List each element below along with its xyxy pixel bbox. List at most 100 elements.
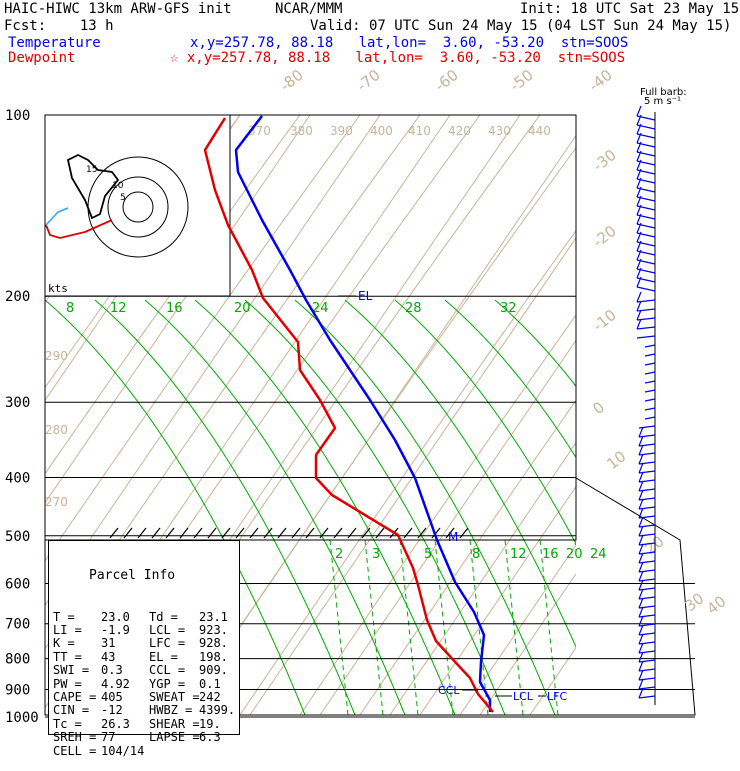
parcel-param-name: TT = xyxy=(53,649,82,664)
freezing-hatch xyxy=(193,527,203,539)
barb-flag xyxy=(636,318,642,330)
m-annotation: M xyxy=(448,530,458,544)
freezing-hatch xyxy=(109,527,119,539)
barb-flag xyxy=(638,606,644,618)
barb-flag xyxy=(638,543,644,555)
parcel-param-value: 198. xyxy=(199,649,228,664)
wind-barb xyxy=(638,651,656,663)
parcel-info-rows: T = 23.0 Td = 23.1 LI = -1.9 LCL = 923. K = 31 LFC… xyxy=(49,609,239,758)
wind-barb xyxy=(638,426,656,438)
freezing-hatch xyxy=(277,527,287,539)
mixing-ratio-label: 24 xyxy=(590,547,607,562)
moist-adiabat xyxy=(494,299,576,388)
wind-barb xyxy=(636,276,656,292)
hodograph-ring-label: 5 xyxy=(120,193,126,203)
barb-staff xyxy=(638,461,656,465)
barb-staff xyxy=(636,308,656,312)
wind-barb xyxy=(636,309,656,321)
pressure-tick-label: 1000 xyxy=(5,710,39,726)
wind-barb xyxy=(638,552,656,564)
barb-staff xyxy=(638,479,656,483)
mixing-ratio-label: 5 xyxy=(424,547,432,562)
organization-label: NCAR/MMM xyxy=(275,1,343,17)
mixing-ratio-line xyxy=(399,539,419,715)
barb-staff xyxy=(644,362,656,366)
isotherm-line xyxy=(319,339,576,715)
moist-adiabat xyxy=(94,299,356,715)
moist-adiabat xyxy=(444,299,576,459)
hodograph-unit-label: kts xyxy=(48,282,68,295)
barb-flag xyxy=(638,579,644,591)
mixing-ratio-line xyxy=(539,539,559,715)
barb-staff xyxy=(638,551,656,555)
barb-staff xyxy=(638,533,656,537)
wind-barb xyxy=(638,516,656,528)
wind-barb xyxy=(636,318,656,330)
isotherm-line xyxy=(529,646,576,715)
isotherm-label: 30 xyxy=(681,589,707,615)
upper-frame xyxy=(44,114,577,541)
parcel-param-name: SWI = xyxy=(53,663,90,678)
barb-flag xyxy=(638,642,644,654)
wind-barb xyxy=(638,687,656,699)
pressure-tick-label: 100 xyxy=(5,108,30,124)
parcel-param-value: 405 xyxy=(101,689,123,704)
dewpoint-location-info: ☆ x,y=257.78, 88.18 lat,lon= 3.60, -53.2… xyxy=(170,50,626,66)
barb-staff xyxy=(638,578,656,582)
barb-flag xyxy=(636,168,642,180)
barb-staff xyxy=(636,335,656,339)
model-title: HAIC-HIWC 13km ARW-GFS init xyxy=(4,1,232,17)
hodograph-surface xyxy=(45,207,69,226)
parcel-param-name: SHEAR = xyxy=(149,716,200,731)
barb-flag xyxy=(636,249,642,261)
wind-barb xyxy=(638,425,656,429)
freezing-hatch xyxy=(319,527,329,539)
wind-barb xyxy=(644,416,656,420)
barb-flag xyxy=(638,678,644,690)
isotherm-line xyxy=(45,115,381,607)
moist-adiabat xyxy=(294,299,556,715)
barb-staff xyxy=(638,515,656,519)
isotherm-line xyxy=(600,115,740,715)
barb-flag xyxy=(638,444,644,456)
wind-barb xyxy=(638,561,656,573)
theta-label: 440 xyxy=(528,124,551,138)
parcel-param-value: 6.3 xyxy=(199,730,221,745)
isotherm-label: -60 xyxy=(431,66,461,95)
mixing-ratio-label: 24 xyxy=(312,301,329,316)
isotherm-label: -70 xyxy=(353,66,383,95)
wind-barb xyxy=(644,362,656,366)
barb-flag xyxy=(636,186,642,198)
barb-flag xyxy=(638,669,644,681)
parcel-param-name: HWBZ = xyxy=(149,703,193,718)
parcel-info-row: CIN = -12 HWBZ = 4399. xyxy=(49,703,239,718)
barb-staff xyxy=(638,614,656,618)
moist-adiabat xyxy=(244,299,506,715)
barb-flag xyxy=(638,498,644,510)
pressure-tick-label: 600 xyxy=(5,576,30,592)
freezing-hatch xyxy=(445,527,455,539)
barb-staff xyxy=(644,380,656,384)
dry-adiabat xyxy=(45,115,361,562)
parcel-param-value: 928. xyxy=(199,636,228,651)
hodograph: 15 10 5 kts xyxy=(44,114,231,297)
mixing-ratio-line xyxy=(504,539,524,715)
barb-flag xyxy=(638,660,644,672)
barb-staff xyxy=(638,587,656,591)
barb-staff xyxy=(644,398,656,402)
barb-staff xyxy=(638,470,656,474)
dry-adiabat xyxy=(299,314,576,715)
wind-barb xyxy=(638,435,656,447)
parcel-param-name: CCL = xyxy=(149,663,186,678)
parcel-param-name: LAPSE = xyxy=(149,730,200,745)
barb-flag xyxy=(638,651,644,663)
full-barb-label: Full barb: xyxy=(640,87,687,98)
wind-barb xyxy=(638,525,656,537)
parcel-param-name: LI = xyxy=(53,623,82,638)
parcel-param-value: 23.0 xyxy=(101,609,130,624)
parcel-param-name: Td = xyxy=(149,609,178,624)
parcel-param-value: 0.1 xyxy=(199,676,221,691)
barb-staff xyxy=(644,371,656,375)
parcel-param-value: 909. xyxy=(199,663,228,678)
